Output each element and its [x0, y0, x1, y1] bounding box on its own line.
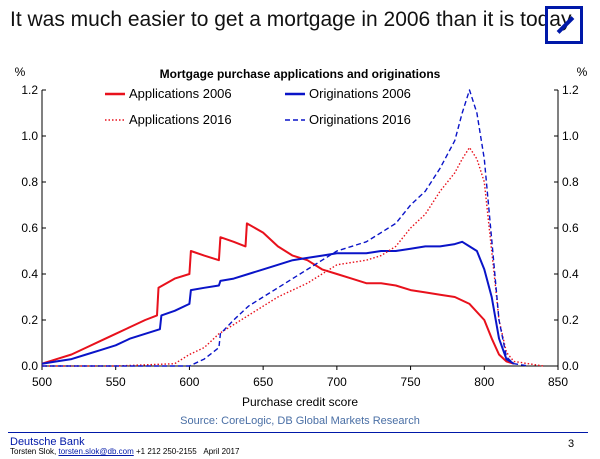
- x-tick-label: 800: [474, 375, 494, 389]
- x-tick-label: 750: [401, 375, 421, 389]
- y-tick-label-right: 1.0: [562, 129, 579, 143]
- legend-label-2: Originations 2006: [309, 86, 411, 101]
- y-tick-label-right: 0.0: [562, 359, 579, 373]
- x-tick-label: 700: [327, 375, 347, 389]
- footer-phone: +1 212 250-2155: [135, 447, 197, 456]
- y-tick-label-left: 1.0: [21, 129, 38, 143]
- y-axis-right-label: %: [577, 65, 588, 79]
- footer-divider: [8, 432, 588, 433]
- x-tick-label: 600: [179, 375, 199, 389]
- footer-email-link[interactable]: torsten.slok@db.com: [58, 447, 134, 456]
- x-tick-label: 650: [253, 375, 273, 389]
- y-tick-label-left: 0.6: [21, 221, 38, 235]
- y-tick-label-left: 0.0: [21, 359, 38, 373]
- page-number: 3: [568, 438, 575, 450]
- line-chart: Mortgage purchase applications and origi…: [15, 65, 588, 427]
- y-tick-label-right: 0.8: [562, 175, 579, 189]
- footer-contact: Torsten Slok, torsten.slok@db.com +1 212…: [10, 447, 239, 456]
- legend-label-4: Originations 2016: [309, 112, 411, 127]
- y-tick-label-left: 0.4: [21, 267, 38, 281]
- x-tick-label: 500: [32, 375, 52, 389]
- y-tick-label-right: 0.6: [562, 221, 579, 235]
- footer-date: April 2017: [203, 447, 240, 456]
- series-line-4: [42, 89, 529, 367]
- y-axis-left-label: %: [15, 65, 26, 79]
- chart-source: Source: CoreLogic, DB Global Markets Res…: [180, 415, 420, 427]
- footer-brand: Deutsche Bank: [10, 436, 85, 448]
- deutsche-bank-logo: [545, 6, 583, 44]
- series-line-3: [42, 146, 544, 367]
- y-tick-label-right: 0.4: [562, 267, 579, 281]
- x-axis-label: Purchase credit score: [242, 395, 358, 409]
- page-title: It was much easier to get a mortgage in …: [10, 8, 572, 31]
- legend-label-1: Applications 2006: [129, 86, 232, 101]
- x-tick-label: 850: [548, 375, 568, 389]
- y-tick-label-left: 0.2: [21, 313, 38, 327]
- series-line-2: [41, 240, 515, 365]
- x-tick-label: 550: [106, 375, 126, 389]
- legend-label-3: Applications 2016: [129, 112, 232, 127]
- y-tick-label-left: 0.8: [21, 175, 38, 189]
- y-tick-label-right: 0.2: [562, 313, 579, 327]
- chart-title: Mortgage purchase applications and origi…: [160, 67, 441, 81]
- footer-author: Torsten Slok,: [10, 447, 57, 456]
- y-tick-label-left: 1.2: [21, 83, 38, 97]
- y-tick-label-right: 1.2: [562, 83, 579, 97]
- series-line-1: [41, 222, 515, 365]
